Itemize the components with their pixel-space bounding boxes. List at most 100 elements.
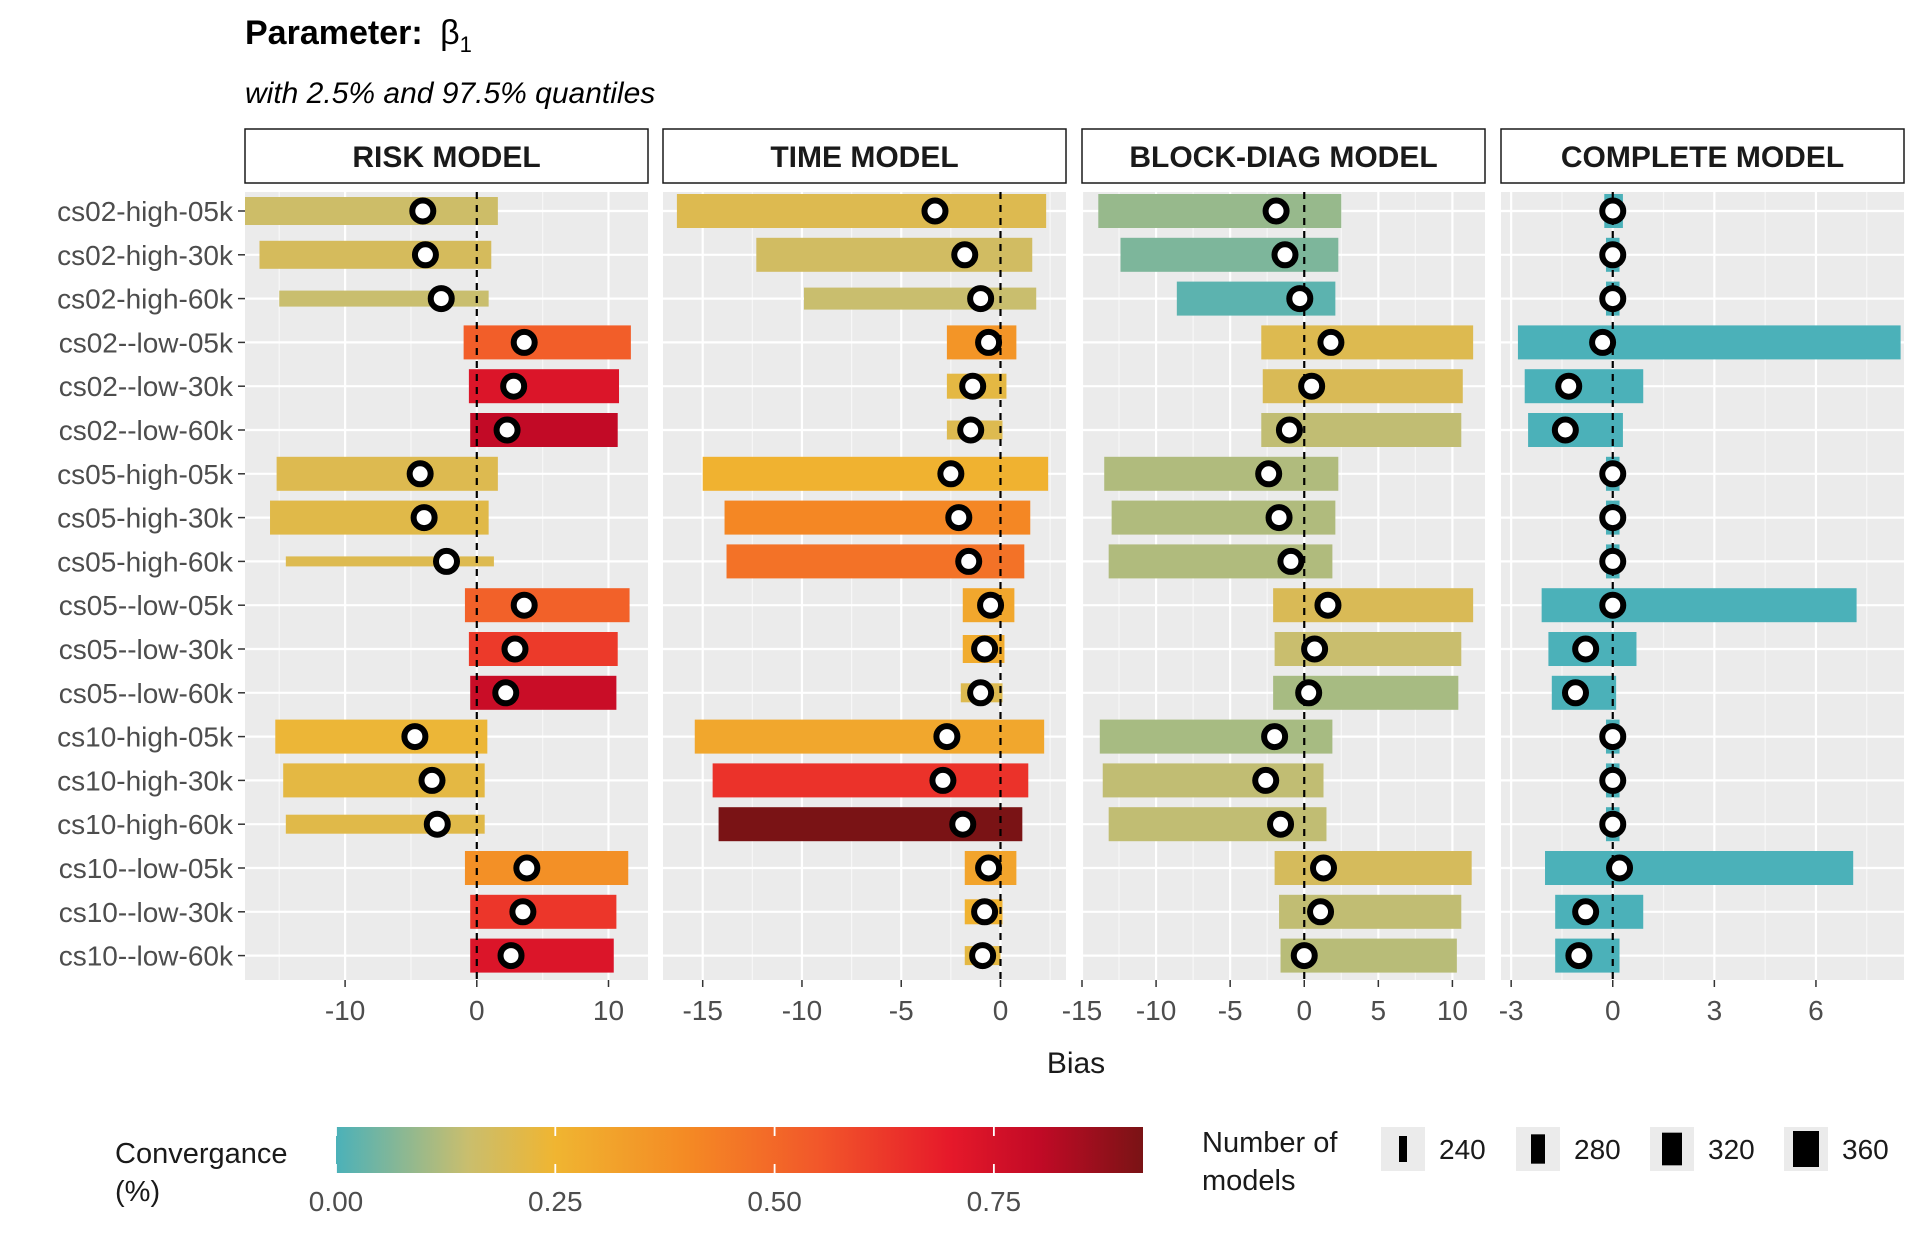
row-labels-group: cs02-high-05k cs02-high-30k cs02-high-60k c… [57, 196, 245, 972]
ci-bar [470, 675, 617, 710]
ci-bar [470, 938, 614, 973]
estimate-point [1572, 635, 1600, 663]
ci-bar [756, 237, 1033, 272]
row-label: cs05-high-05k [57, 459, 234, 490]
x-tick-label: 0 [1296, 995, 1312, 1026]
ci-bar [463, 325, 631, 360]
ci-bar [1279, 894, 1462, 929]
ci-bar [1120, 237, 1339, 272]
x-tick-label: 0 [1605, 995, 1621, 1026]
title-prefix: Parameter: [245, 14, 423, 52]
panel-strip [244, 128, 649, 184]
row-label: cs10--low-05k [59, 853, 234, 884]
x-tick-label: -10 [325, 995, 365, 1026]
estimate-point [1310, 854, 1338, 882]
x-tick-label: -5 [1218, 995, 1243, 1026]
estimate-point [959, 372, 987, 400]
estimate-point [1599, 460, 1627, 488]
ci-bar [1099, 719, 1333, 754]
estimate-point [492, 679, 520, 707]
ci-bar [468, 369, 620, 404]
panel-strip [1081, 128, 1486, 184]
estimate-point [977, 591, 1005, 619]
estimate-point [929, 766, 957, 794]
estimate-point [501, 635, 529, 663]
estimate-point [1606, 854, 1634, 882]
ci-bar [712, 763, 1029, 798]
ci-bar [1273, 588, 1474, 623]
estimate-point [1599, 766, 1627, 794]
ci-bar [724, 500, 1031, 535]
estimate-point [967, 679, 995, 707]
ci-bar [1545, 851, 1854, 885]
ci-bar [1261, 325, 1474, 360]
ci-bar [1555, 894, 1644, 929]
estimate-point [497, 942, 525, 970]
panel-3: BLOCK-DIAG MODEL -15 -10 -5 0 5 10 [1062, 128, 1486, 1026]
size-legend-title-line1: Number of [1202, 1127, 1338, 1159]
ci-bar [285, 814, 485, 834]
row-label: cs02-high-60k [57, 284, 234, 315]
estimate-point [1295, 679, 1323, 707]
estimate-point [937, 460, 965, 488]
size-legend-label: 360 [1842, 1134, 1889, 1165]
estimate-point [955, 547, 983, 575]
size-legend-label: 240 [1439, 1134, 1486, 1165]
row-label: cs02-high-05k [57, 196, 234, 227]
estimate-point [433, 547, 460, 575]
estimate-point [951, 241, 979, 269]
estimate-point [1265, 504, 1293, 532]
estimate-point [945, 504, 973, 532]
ci-bar [464, 588, 630, 623]
x-axis-label: Bias [1047, 1047, 1105, 1080]
panel-background [1082, 192, 1485, 980]
legend-group: Convergance (%) 0.00 0.25 0.50 0.75 Number of m… [115, 1127, 1889, 1217]
row-label: cs05-high-60k [57, 546, 234, 577]
estimate-point [1275, 416, 1303, 444]
title-symbol: β [440, 14, 460, 52]
estimate-point [423, 810, 451, 838]
estimate-point [1599, 723, 1627, 751]
ci-bar [275, 719, 488, 754]
ci-bar [1524, 369, 1644, 404]
ci-bar [279, 290, 489, 307]
panel-background [245, 192, 648, 980]
estimate-point [1589, 328, 1617, 356]
size-legend-label: 280 [1574, 1134, 1621, 1165]
estimate-point [1290, 942, 1318, 970]
row-label: cs10--low-30k [59, 897, 234, 928]
estimate-point [933, 723, 961, 751]
size-legend-glyph [1793, 1131, 1819, 1167]
row-label: cs10--low-60k [59, 941, 234, 972]
x-tick-label: -15 [1062, 995, 1102, 1026]
x-tick-label: -3 [1499, 995, 1524, 1026]
estimate-point [1298, 372, 1326, 400]
estimate-point [1277, 547, 1305, 575]
ci-bar [676, 194, 1047, 228]
colorbar-tick-label: 0.00 [309, 1186, 364, 1217]
x-tick-label: -10 [1136, 995, 1176, 1026]
x-tick-label: 0 [993, 995, 1009, 1026]
size-legend-glyph [1531, 1134, 1545, 1164]
ci-bar [464, 851, 629, 885]
estimate-point [921, 197, 949, 225]
x-tick-label: 0 [469, 995, 485, 1026]
ci-bar [245, 197, 498, 225]
estimate-point [401, 723, 429, 751]
ci-bar [283, 763, 485, 798]
ci-bar [259, 240, 492, 269]
row-label: cs02--low-30k [59, 371, 234, 402]
ci-bar [468, 632, 618, 666]
x-tick-label: 10 [593, 995, 624, 1026]
row-label: cs02--low-60k [59, 415, 234, 446]
ci-bar [470, 894, 617, 929]
colorbar [336, 1127, 1143, 1173]
panel-title: TIME MODEL [770, 141, 958, 174]
ci-bar [285, 556, 494, 567]
estimate-point [1565, 942, 1593, 970]
estimate-point [1262, 197, 1290, 225]
row-label: cs10-high-30k [57, 765, 234, 796]
ci-bar [1517, 325, 1901, 360]
estimate-point [1599, 504, 1627, 532]
estimate-point [1551, 416, 1579, 444]
